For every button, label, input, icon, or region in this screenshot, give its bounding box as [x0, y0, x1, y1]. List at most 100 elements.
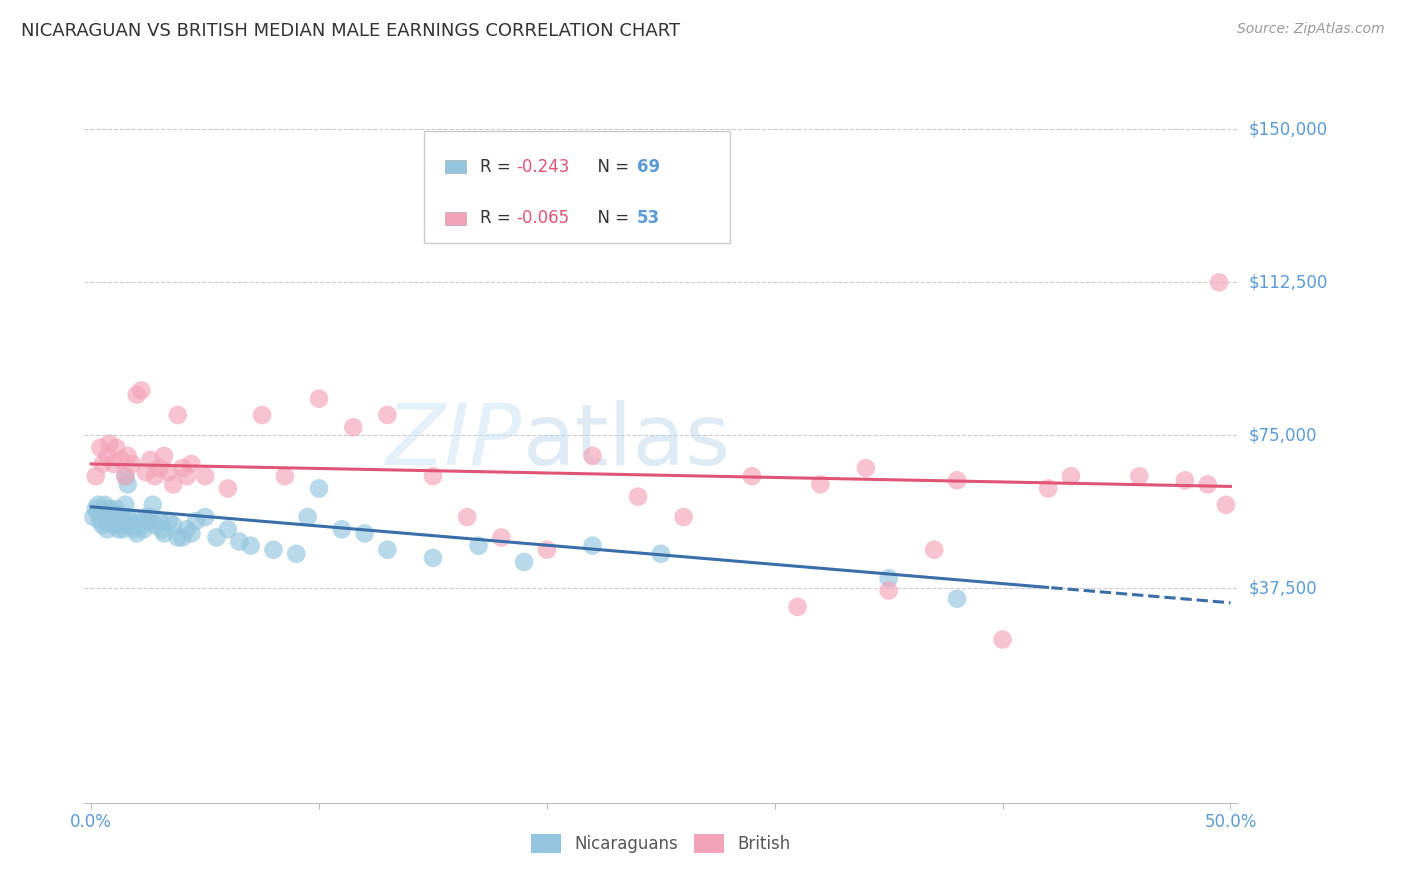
Point — [194, 469, 217, 483]
Point — [239, 539, 262, 553]
Point — [91, 518, 114, 533]
Point — [148, 514, 170, 528]
Point — [581, 449, 603, 463]
Point — [94, 506, 117, 520]
Text: R =: R = — [479, 210, 516, 227]
Point — [110, 510, 132, 524]
Point — [128, 514, 150, 528]
FancyBboxPatch shape — [446, 161, 465, 173]
Text: -0.243: -0.243 — [517, 158, 569, 176]
Point — [1060, 469, 1083, 483]
Point — [124, 522, 146, 536]
Point — [285, 547, 308, 561]
Text: NICARAGUAN VS BRITISH MEDIAN MALE EARNINGS CORRELATION CHART: NICARAGUAN VS BRITISH MEDIAN MALE EARNIN… — [21, 22, 681, 40]
Point — [131, 384, 153, 398]
Point — [250, 408, 273, 422]
Point — [946, 473, 969, 487]
Point — [228, 534, 250, 549]
Point — [672, 510, 695, 524]
Point — [96, 449, 118, 463]
Point — [114, 469, 136, 483]
Point — [117, 510, 139, 524]
Point — [184, 514, 207, 528]
Text: $150,000: $150,000 — [1249, 120, 1327, 138]
Point — [84, 502, 107, 516]
Point — [136, 514, 159, 528]
Text: atlas: atlas — [523, 400, 731, 483]
Point — [991, 632, 1014, 647]
Point — [98, 510, 121, 524]
Text: $112,500: $112,500 — [1249, 273, 1327, 292]
Point — [1197, 477, 1219, 491]
Text: $75,000: $75,000 — [1249, 426, 1317, 444]
Point — [180, 457, 202, 471]
Point — [98, 502, 121, 516]
Point — [94, 498, 117, 512]
Point — [89, 514, 111, 528]
Point — [263, 542, 285, 557]
Point — [103, 506, 125, 520]
Point — [139, 453, 162, 467]
Point — [150, 522, 173, 536]
Point — [103, 457, 125, 471]
Point — [117, 449, 139, 463]
Point — [946, 591, 969, 606]
Point — [110, 518, 132, 533]
Point — [422, 469, 444, 483]
Text: $37,500: $37,500 — [1249, 580, 1317, 598]
Point — [100, 514, 122, 528]
Point — [96, 514, 118, 528]
Point — [297, 510, 319, 524]
Point — [112, 514, 135, 528]
Point — [153, 526, 176, 541]
Point — [377, 408, 399, 422]
Point — [172, 531, 194, 545]
Point — [87, 498, 110, 512]
Point — [274, 469, 297, 483]
Point — [91, 457, 114, 471]
Point — [157, 465, 180, 479]
Point — [143, 518, 166, 533]
Point — [194, 510, 217, 524]
Point — [135, 510, 157, 524]
Point — [121, 457, 143, 471]
Point — [1036, 482, 1059, 496]
Point — [342, 420, 364, 434]
Point — [84, 469, 107, 483]
Point — [166, 531, 188, 545]
Point — [877, 583, 900, 598]
Point — [162, 477, 184, 491]
Point — [89, 441, 111, 455]
Text: 69: 69 — [637, 158, 659, 176]
Point — [467, 539, 489, 553]
Point — [142, 498, 165, 512]
Point — [107, 522, 129, 536]
Point — [148, 461, 170, 475]
FancyBboxPatch shape — [425, 131, 730, 243]
Point — [135, 465, 157, 479]
Point — [808, 477, 831, 491]
Point — [131, 518, 153, 533]
Point — [143, 469, 166, 483]
Point — [1215, 498, 1237, 512]
Point — [153, 449, 176, 463]
Point — [922, 542, 945, 557]
Point — [491, 531, 513, 545]
Point — [377, 542, 399, 557]
Point — [205, 531, 228, 545]
Point — [132, 522, 155, 536]
Point — [217, 522, 239, 536]
Point — [786, 599, 808, 614]
Point — [536, 542, 558, 557]
Point — [422, 550, 444, 565]
Point — [166, 408, 188, 422]
Point — [105, 441, 128, 455]
Point — [877, 571, 900, 585]
Point — [112, 522, 135, 536]
Point — [96, 522, 118, 536]
Point — [139, 510, 162, 524]
Legend: Nicaraguans, British: Nicaraguans, British — [524, 827, 797, 860]
Point — [353, 526, 375, 541]
Point — [157, 514, 180, 528]
Text: ZIP: ZIP — [387, 400, 523, 483]
